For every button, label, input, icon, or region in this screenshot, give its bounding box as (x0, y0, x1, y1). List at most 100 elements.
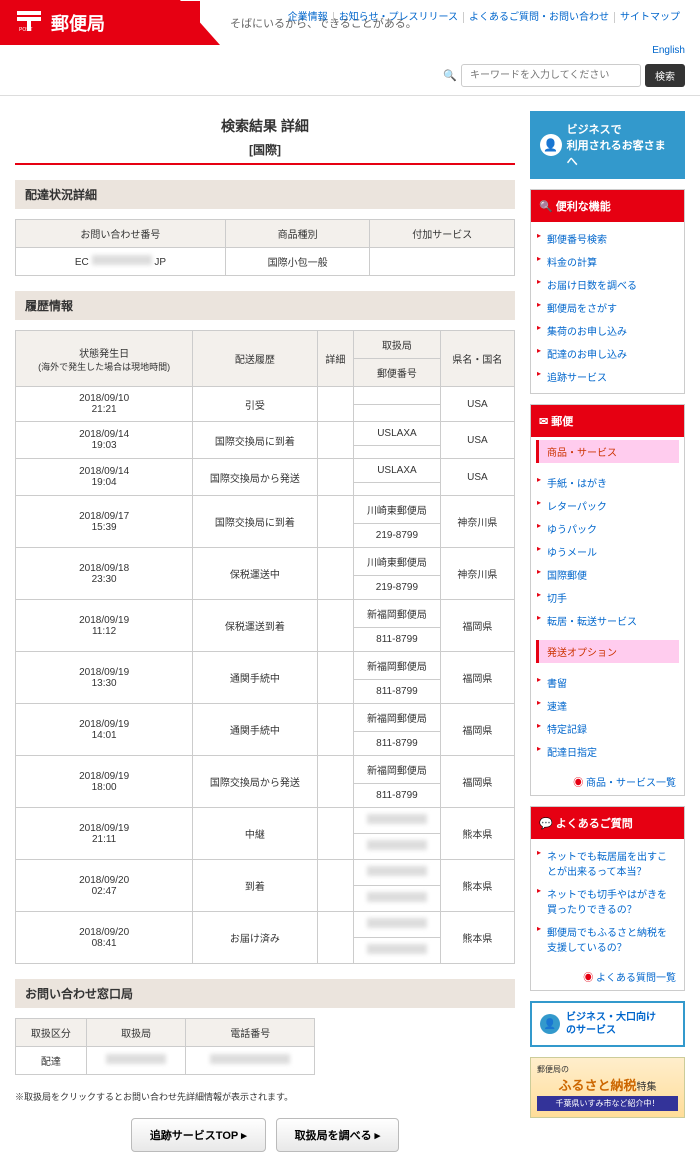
search-icon: 🔍 (443, 69, 457, 82)
col-detail: 詳細 (317, 331, 353, 387)
cell-office (354, 860, 441, 886)
sidebar-item[interactable]: 国際郵便 (531, 563, 684, 586)
sidebar-item[interactable]: 転居・転送サービス (531, 609, 684, 632)
business-promo-top[interactable]: 👤 ビジネスで利用されるお客さまへ (530, 111, 685, 179)
cell-date: 2018/09/1419:03 (16, 422, 193, 459)
banner-pre: 郵便局の (537, 1064, 678, 1075)
cell-postal: 811-8799 (354, 628, 441, 652)
cell-pref: 福岡県 (440, 652, 514, 704)
options-list: 書留速達特定記録配達日指定 (531, 666, 684, 768)
sidebar-item[interactable]: 配達日指定 (531, 740, 684, 763)
sidebar-item[interactable]: 切手 (531, 586, 684, 609)
search-input[interactable] (461, 64, 641, 87)
sidebar-item[interactable]: レターパック (531, 494, 684, 517)
search-bar: 🔍 検索 (0, 56, 700, 96)
nav-links: 企業情報お知らせ・プレスリリースよくあるご質問・お問い合わせサイトマップ (283, 8, 685, 23)
cell-postal (354, 886, 441, 912)
inquiry-number: EC JP (16, 248, 226, 276)
table-header-row: 取扱区分 取扱局 電話番号 (16, 1019, 315, 1047)
sidebar-item[interactable]: お届け日数を調べる (531, 273, 684, 296)
main-content: 検索結果 詳細 [国際] 配達状況詳細 お問い合わせ番号 商品種別 付加サービス… (15, 111, 515, 1152)
cell-detail (317, 912, 353, 964)
sidebar-item[interactable]: 書留 (531, 671, 684, 694)
sidebar-item[interactable]: ネットでも切手やはがきを買ったりできるの？ (531, 882, 684, 920)
cell-detail (317, 496, 353, 548)
cell-detail (317, 808, 353, 860)
sidebar-item[interactable]: 郵便番号検索 (531, 227, 684, 250)
useful-functions-box: 便利な機能 郵便番号検索料金の計算お届け日数を調べる郵便局をさがす集荷のお申し込… (530, 189, 685, 394)
cell-date: 2018/09/2002:47 (16, 860, 193, 912)
sidebar-item[interactable]: 特定記録 (531, 717, 684, 740)
business-promo-text: ビジネス・大口向けのサービス (566, 1011, 656, 1037)
cell-office: 川崎東郵便局 (354, 496, 441, 524)
cell-postal (354, 483, 441, 496)
cell-pref: USA (440, 422, 514, 459)
logo-area[interactable]: POST 郵便局 (0, 1, 200, 44)
faq-footer[interactable]: よくある質問一覧 (531, 963, 684, 990)
tracking-top-button[interactable]: 追跡サービスTOP ▸ (131, 1118, 266, 1152)
nav-link-sitemap[interactable]: サイトマップ (615, 12, 685, 23)
table-row: 2018/09/2002:47 到着 熊本県 (16, 860, 515, 886)
page-title: 検索結果 詳細 (15, 111, 515, 141)
mail-box: 郵便 商品・サービス 手紙・はがきレターパックゆうパックゆうメール国際郵便切手転… (530, 404, 685, 796)
nav-link-news[interactable]: お知らせ・プレスリリース (334, 12, 464, 23)
cell-history: 通関手続中 (193, 652, 317, 704)
cell-postal: 811-8799 (354, 680, 441, 704)
col-postal: 郵便番号 (354, 359, 441, 387)
cell-office: USLAXA (354, 422, 441, 446)
search-office-button[interactable]: 取扱局を調べる ▸ (276, 1118, 400, 1152)
cell-pref: USA (440, 459, 514, 496)
cell-postal: 219-8799 (354, 524, 441, 548)
cell-date: 2018/09/1918:00 (16, 756, 193, 808)
table-row: 2018/09/2008:41 お届け済み 熊本県 (16, 912, 515, 938)
cell-office: 新福岡郵便局 (354, 652, 441, 680)
contact-office[interactable] (86, 1047, 186, 1075)
useful-list: 郵便番号検索料金の計算お届け日数を調べる郵便局をさがす集荷のお申し込み配達のお申… (531, 222, 684, 393)
cell-history: 中継 (193, 808, 317, 860)
cell-history: 到着 (193, 860, 317, 912)
cell-detail (317, 704, 353, 756)
cell-detail (317, 860, 353, 912)
sidebar-item[interactable]: 集荷のお申し込み (531, 319, 684, 342)
cell-office: 新福岡郵便局 (354, 756, 441, 784)
business-promo-bottom[interactable]: 👤 ビジネス・大口向けのサービス (530, 1001, 685, 1047)
faq-list: ネットでも転居届を出すことが出来るって本当？ネットでも切手やはがきを買ったりでき… (531, 839, 684, 963)
person-icon: 👤 (540, 134, 562, 156)
search-button[interactable]: 検索 (645, 64, 685, 87)
cell-postal (354, 404, 441, 422)
nav-link-faq[interactable]: よくあるご質問・お問い合わせ (464, 12, 615, 23)
cell-history: 国際交換局から発送 (193, 459, 317, 496)
sidebar-item[interactable]: ゆうメール (531, 540, 684, 563)
english-link[interactable]: English (0, 45, 700, 56)
sidebar-item[interactable]: 郵便局をさがす (531, 296, 684, 319)
faq-box: よくあるご質問 ネットでも転居届を出すことが出来るって本当？ネットでも切手やはが… (530, 806, 685, 991)
cell-postal (354, 834, 441, 860)
sidebar-item[interactable]: ネットでも転居届を出すことが出来るって本当？ (531, 844, 684, 882)
product-type: 国際小包一般 (225, 248, 370, 276)
col-pref: 県名・国名 (440, 331, 514, 387)
cell-detail (317, 422, 353, 459)
cell-date: 2018/09/1715:39 (16, 496, 193, 548)
products-footer[interactable]: 商品・サービス一覧 (531, 768, 684, 795)
sidebar-item[interactable]: 追跡サービス (531, 365, 684, 388)
sidebar-item[interactable]: 手紙・はがき (531, 471, 684, 494)
nav-link-corporate[interactable]: 企業情報 (283, 12, 334, 23)
sidebar-item[interactable]: 配達のお申し込み (531, 342, 684, 365)
header-top: POST 郵便局 そばにいるから、できることがある。 企業情報お知らせ・プレスリ… (0, 0, 700, 45)
furusato-banner[interactable]: 郵便局の ふるさと納税特集 千葉県いすみ市など紹介中！ (530, 1057, 685, 1118)
cell-date: 2018/09/1419:04 (16, 459, 193, 496)
mail-header: 郵便 (531, 405, 684, 437)
sidebar-item[interactable]: 料金の計算 (531, 250, 684, 273)
add-service (370, 248, 515, 276)
col-office: 取扱局 (86, 1019, 186, 1047)
sidebar-item[interactable]: ゆうパック (531, 517, 684, 540)
sidebar-item[interactable]: 速達 (531, 694, 684, 717)
col-add-service: 付加サービス (370, 220, 515, 248)
useful-header: 便利な機能 (531, 190, 684, 222)
cell-office (354, 387, 441, 405)
inquiry-table: お問い合わせ番号 商品種別 付加サービス EC JP 国際小包一般 (15, 219, 515, 276)
cell-history: お届け済み (193, 912, 317, 964)
cell-pref: 熊本県 (440, 808, 514, 860)
sidebar-item[interactable]: 郵便局でもふるさと納税を支援しているの？ (531, 920, 684, 958)
cell-date: 2018/09/1914:01 (16, 704, 193, 756)
